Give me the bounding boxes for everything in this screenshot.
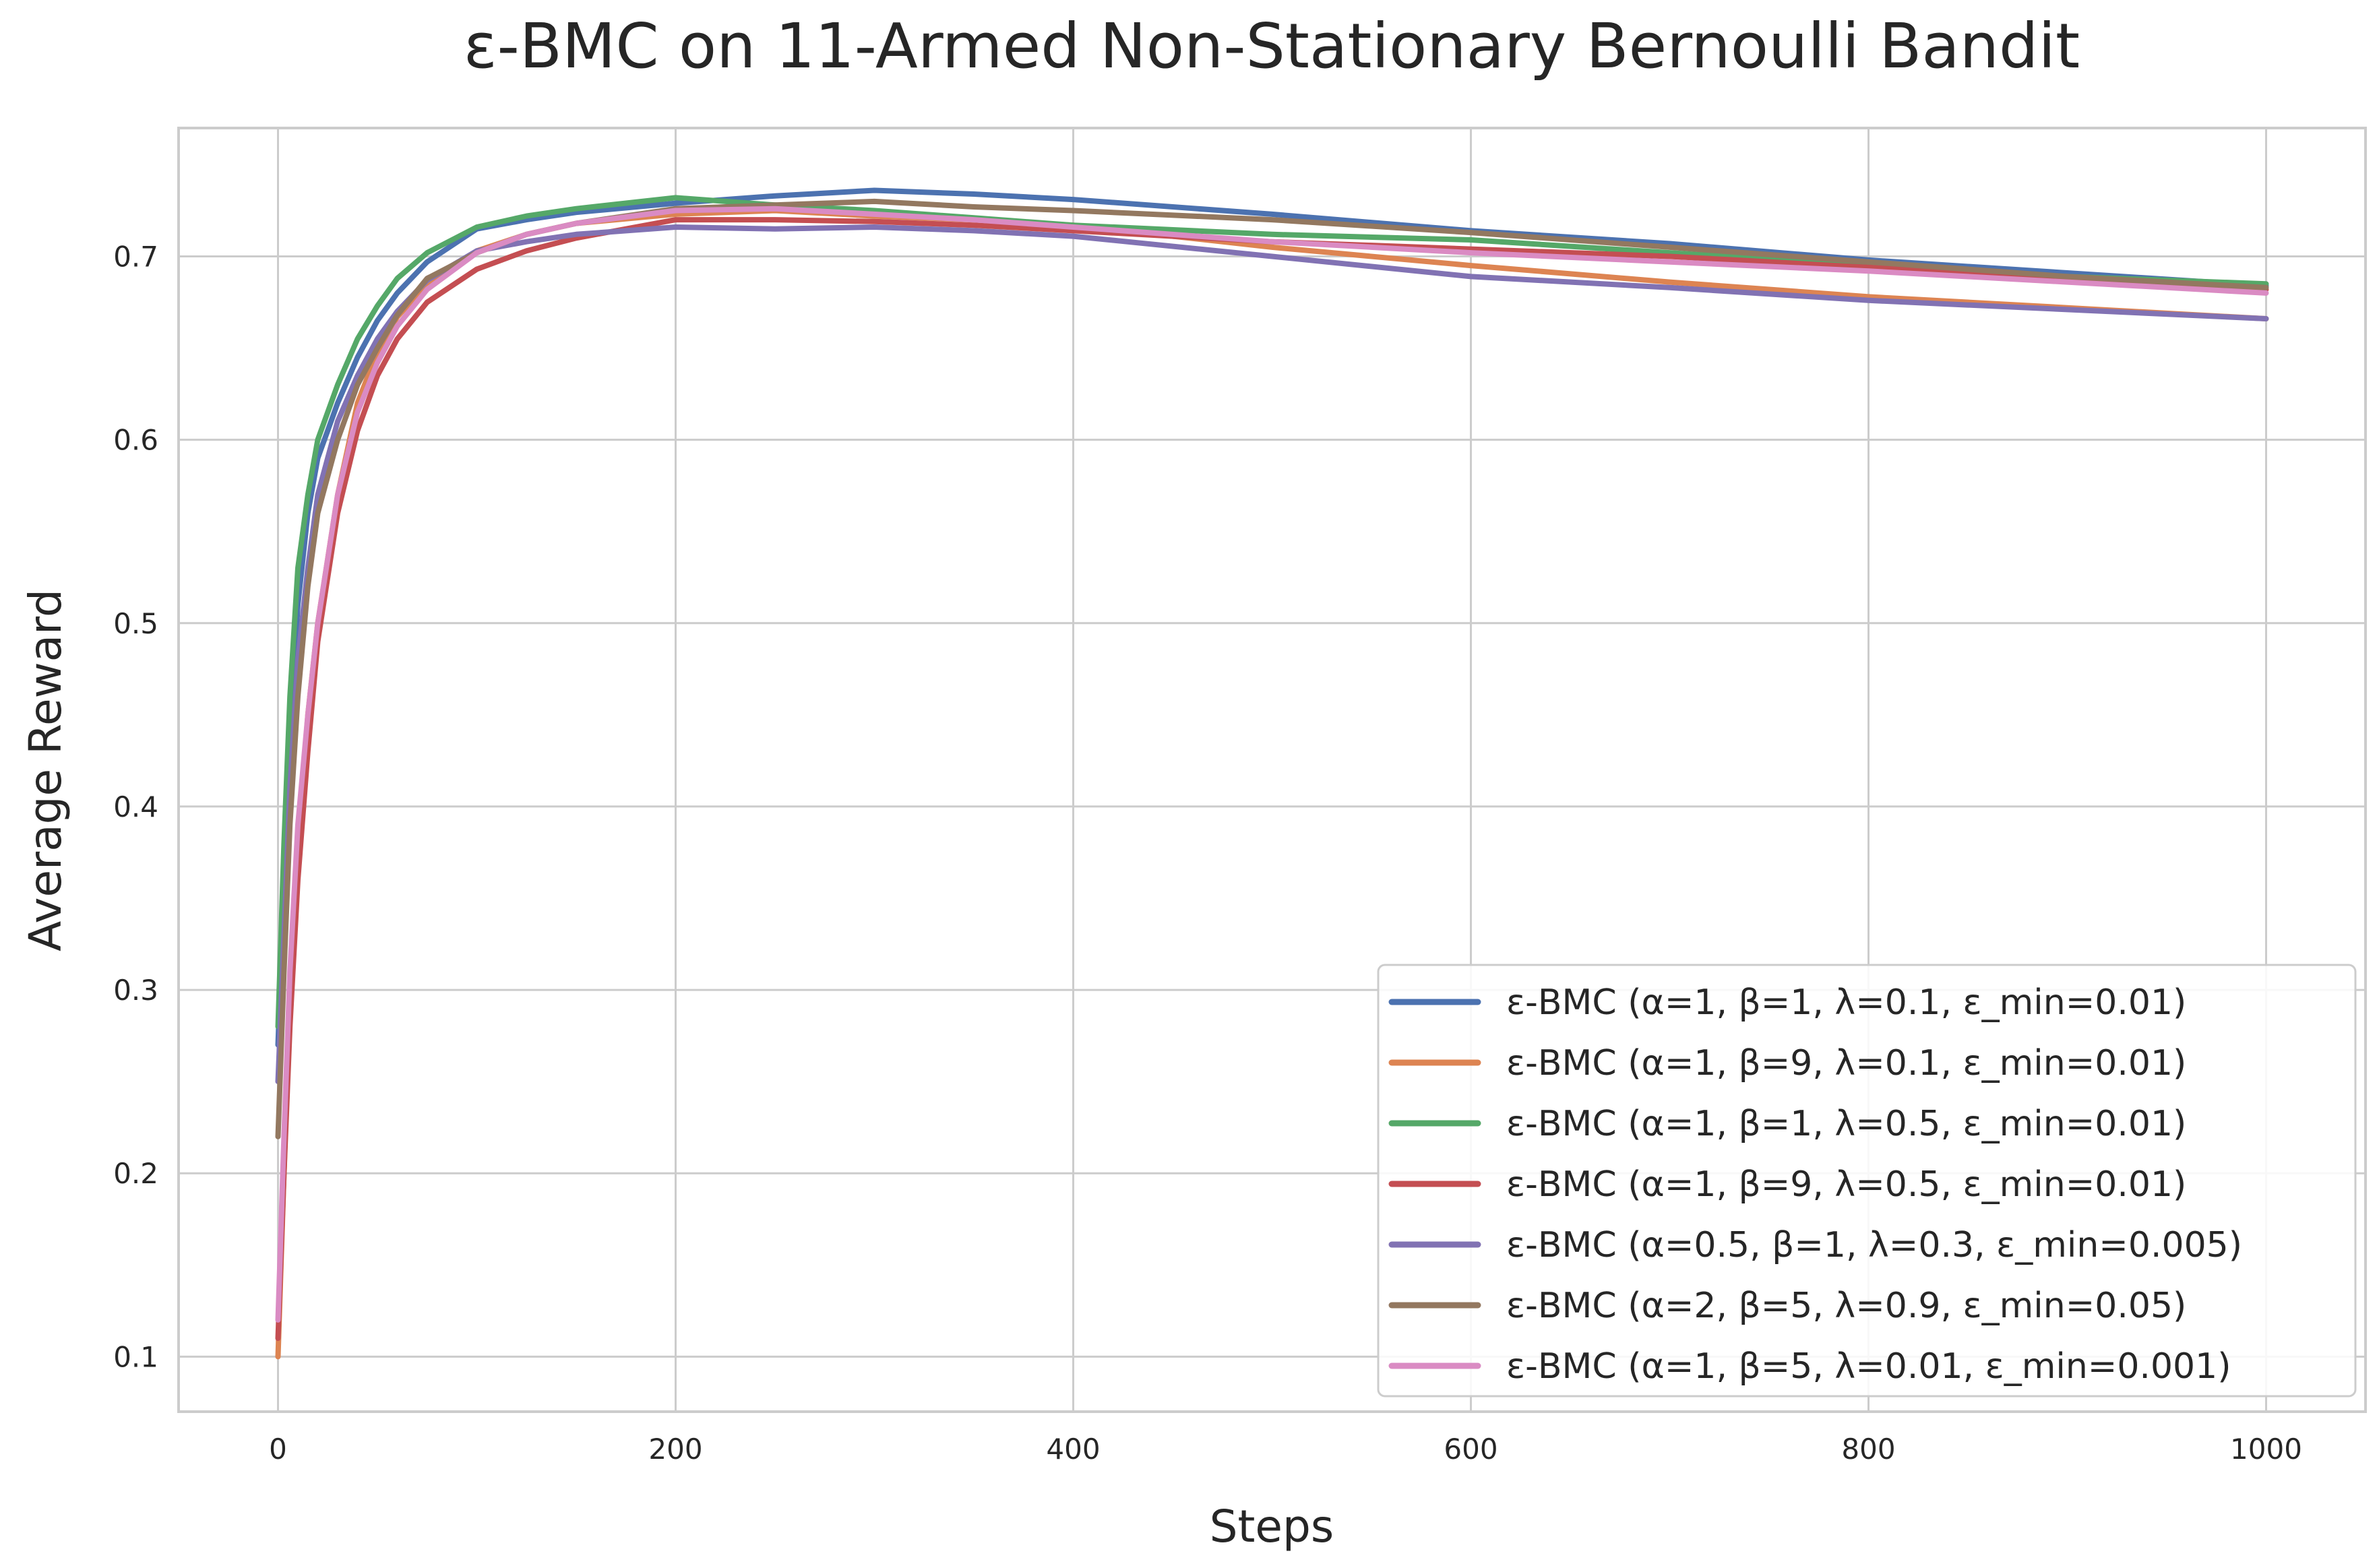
legend-entry: ε-BMC (α=1, β=1, λ=0.1, ε_min=0.01)	[1506, 982, 2186, 1023]
legend-entry: ε-BMC (α=1, β=9, λ=0.5, ε_min=0.01)	[1506, 1164, 2186, 1205]
x-tick-label: 800	[1841, 1433, 1895, 1466]
plot-frame	[177, 127, 2367, 1413]
y-tick-label: 0.5	[113, 607, 158, 640]
y-tick-label: 0.6	[113, 424, 158, 457]
y-tick-label: 0.4	[113, 790, 158, 823]
chart-title: ε-BMC on 11-Armed Non-Stationary Bernoul…	[464, 10, 2080, 82]
y-axis-label: Average Reward	[20, 589, 71, 951]
x-tick-label: 400	[1046, 1433, 1100, 1466]
x-axis-label: Steps	[1210, 1501, 1334, 1553]
x-tick-label: 1000	[2230, 1433, 2302, 1466]
x-tick-label: 600	[1444, 1433, 1497, 1466]
legend-entry: ε-BMC (α=1, β=5, λ=0.01, ε_min=0.001)	[1506, 1346, 2231, 1387]
series-line-7	[275, 206, 2269, 1323]
legend-entry: ε-BMC (α=1, β=9, λ=0.1, ε_min=0.01)	[1506, 1043, 2186, 1084]
tick-layer: 0 200 400 600 800 1000 0.1 0.2 0.3 0.4 0.5 0.6 0.7	[113, 241, 2302, 1466]
x-tick-label: 200	[648, 1433, 702, 1466]
y-tick-label: 0.3	[113, 974, 158, 1007]
legend: ε-BMC (α=1, β=1, λ=0.1, ε_min=0.01) ε-BMC…	[1377, 964, 2357, 1398]
y-tick-label: 0.1	[113, 1340, 158, 1373]
legend-entry: ε-BMC (α=0.5, β=1, λ=0.3, ε_min=0.005)	[1506, 1225, 2242, 1265]
legend-entry: ε-BMC (α=2, β=5, λ=0.9, ε_min=0.05)	[1506, 1286, 2186, 1326]
series-line-3	[275, 195, 2269, 1030]
y-tick-label: 0.2	[113, 1157, 158, 1190]
legend-box	[1377, 964, 2357, 1398]
legend-entry: ε-BMC (α=1, β=1, λ=0.5, ε_min=0.01)	[1506, 1104, 2186, 1144]
y-tick-label: 0.7	[113, 241, 158, 274]
series-line-4	[275, 217, 2269, 1342]
x-tick-label: 0	[269, 1433, 287, 1466]
series-layer	[275, 187, 2269, 1360]
